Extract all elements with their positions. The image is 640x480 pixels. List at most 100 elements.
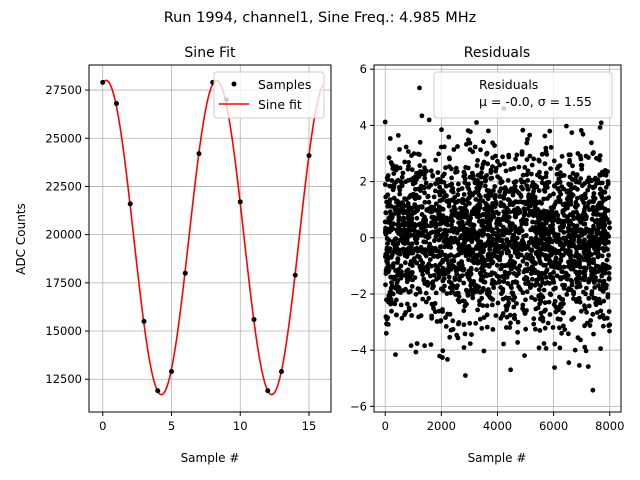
residual-point — [519, 247, 525, 253]
residual-point — [460, 207, 466, 213]
residual-point — [395, 289, 401, 294]
residual-point — [384, 297, 389, 303]
sample-point — [114, 101, 119, 107]
residual-point — [392, 211, 398, 216]
residual-point — [605, 208, 611, 213]
residual-point — [545, 320, 551, 326]
residual-point — [451, 208, 456, 213]
y-tick-label: −2 — [350, 287, 367, 301]
residual-point — [493, 237, 499, 243]
residual-point — [534, 281, 540, 287]
residual-point — [590, 151, 596, 157]
residual-point — [469, 332, 474, 337]
residual-point — [411, 191, 416, 197]
y-tick-label: 25000 — [45, 131, 82, 145]
residual-point — [437, 244, 443, 250]
residual-point — [498, 266, 504, 272]
residual-point — [537, 328, 543, 333]
residual-point — [434, 276, 439, 282]
residual-point — [452, 195, 457, 200]
residual-point — [510, 192, 516, 198]
residual-point — [592, 246, 598, 252]
residual-point — [548, 227, 553, 233]
residual-point — [437, 184, 442, 190]
residual-point — [582, 268, 588, 274]
residual-point — [560, 218, 565, 224]
residual-point — [533, 326, 538, 332]
residual-point — [538, 310, 544, 316]
residual-point — [491, 253, 497, 259]
y-tick-label: 6 — [360, 62, 367, 76]
residual-point — [493, 313, 499, 318]
residual-point — [427, 257, 433, 262]
residual-point — [514, 152, 520, 158]
residual-point — [440, 232, 446, 237]
residual-point — [599, 253, 605, 259]
residual-point — [542, 325, 548, 331]
residual-point — [408, 217, 413, 223]
residual-point — [482, 183, 488, 189]
residual-point — [415, 286, 421, 292]
residual-point — [420, 268, 425, 273]
residual-point — [573, 200, 579, 205]
residual-point — [517, 286, 523, 292]
residual-point — [480, 212, 486, 217]
residual-point — [599, 195, 605, 201]
residual-point — [579, 163, 585, 168]
residual-point — [388, 301, 393, 307]
residuals-ticks: 0 2000 4000 6000 8000 −6 −4 −2 0 2 4 6 — [350, 62, 624, 433]
residual-point — [556, 307, 562, 312]
residual-point — [543, 170, 549, 176]
residual-point — [486, 128, 491, 134]
legend-sine-fit-label: Sine fit — [258, 97, 302, 112]
residual-point — [599, 205, 605, 211]
sine-fit-panel: Sine Fit 0 5 10 15 12500 15000 17500 20000 22500… — [14, 45, 332, 465]
residual-point — [533, 306, 539, 312]
residual-point — [529, 295, 534, 300]
residual-point — [450, 189, 456, 195]
residual-point — [472, 210, 477, 216]
residual-point — [408, 276, 414, 282]
residual-point — [388, 274, 393, 280]
residual-point — [488, 170, 494, 175]
residual-point — [412, 259, 418, 264]
residual-point — [509, 290, 515, 296]
residual-point — [417, 169, 423, 174]
residual-point — [521, 199, 527, 205]
residual-point — [493, 201, 499, 207]
residual-point — [586, 303, 592, 309]
residual-point — [464, 252, 469, 257]
residual-point — [466, 181, 471, 187]
residual-point — [419, 113, 425, 119]
residual-point — [461, 266, 467, 272]
residual-point — [469, 289, 475, 294]
residual-point — [531, 259, 536, 265]
residual-point — [412, 228, 417, 234]
residual-point — [476, 198, 482, 204]
residual-point — [456, 187, 461, 193]
residual-point — [414, 240, 420, 246]
residual-point — [420, 260, 425, 266]
residual-point — [539, 251, 545, 257]
residual-point — [475, 238, 481, 244]
residual-point — [412, 210, 417, 215]
residual-point — [484, 257, 490, 263]
residual-point — [525, 206, 531, 212]
sample-point — [141, 318, 147, 324]
residual-point — [481, 268, 487, 274]
residual-point — [597, 191, 603, 197]
residual-point — [594, 212, 600, 217]
residual-point — [436, 211, 441, 217]
residual-point — [443, 183, 449, 189]
y-tick-label: 15000 — [45, 324, 82, 338]
residual-point — [590, 227, 596, 232]
residual-point — [489, 302, 495, 308]
residual-point — [441, 180, 447, 185]
residual-point — [423, 180, 429, 186]
residual-point — [526, 281, 531, 287]
residual-point — [560, 282, 565, 288]
residual-point — [395, 240, 400, 246]
residual-point — [466, 214, 472, 220]
residual-point — [572, 185, 577, 191]
residual-point — [417, 163, 423, 169]
